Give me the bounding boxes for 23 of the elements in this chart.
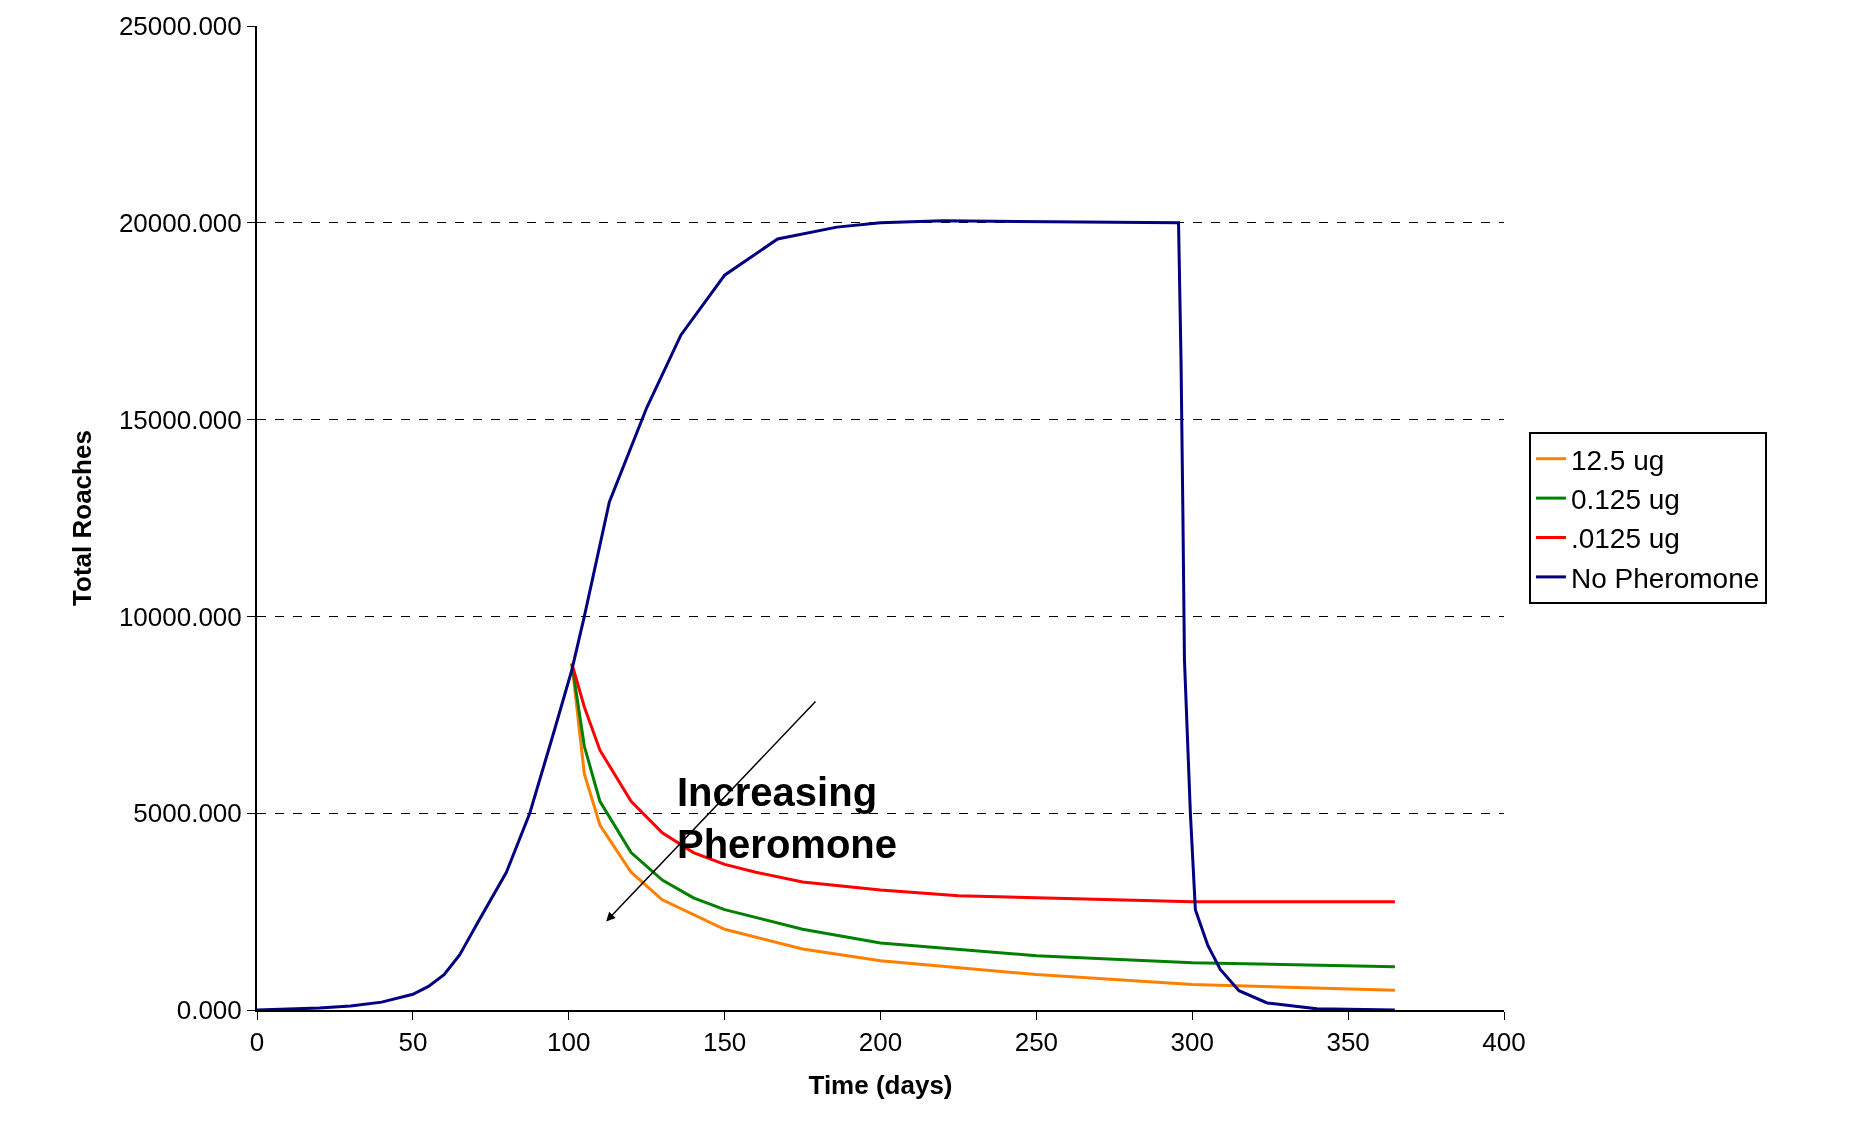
x-tick-label: 350 — [1326, 1027, 1370, 1058]
x-tick-label: 100 — [547, 1027, 591, 1058]
x-tick-label: 250 — [1014, 1027, 1059, 1058]
legend-label: 0.125 ug — [1570, 484, 1680, 516]
y-axis-title: Total Roaches — [66, 430, 97, 606]
line-series — [257, 219, 1397, 1010]
y-tick-label: 15000.000 — [118, 404, 242, 435]
x-axis-title: Time (days) — [808, 1070, 953, 1101]
x-tick-label: 0 — [249, 1027, 265, 1058]
y-tick-label: 10000.000 — [118, 601, 242, 632]
y-tick-label: 5000.000 — [133, 798, 242, 829]
y-tick-label: 0.000 — [176, 995, 242, 1026]
x-tick-label: 50 — [398, 1027, 428, 1058]
y-tick-label: 25000.000 — [118, 11, 242, 42]
x-tick-label: 150 — [702, 1027, 747, 1058]
line-series — [570, 662, 1397, 904]
legend-label: .0125 ug — [1570, 523, 1680, 555]
x-tick-label: 400 — [1482, 1027, 1526, 1058]
legend-label: 12.5 ug — [1570, 444, 1665, 476]
x-tick-label: 300 — [1170, 1027, 1214, 1058]
y-tick-label: 20000.000 — [118, 207, 242, 238]
x-tick-label: 200 — [858, 1027, 903, 1058]
legend-label: No Pheromone — [1570, 562, 1760, 594]
